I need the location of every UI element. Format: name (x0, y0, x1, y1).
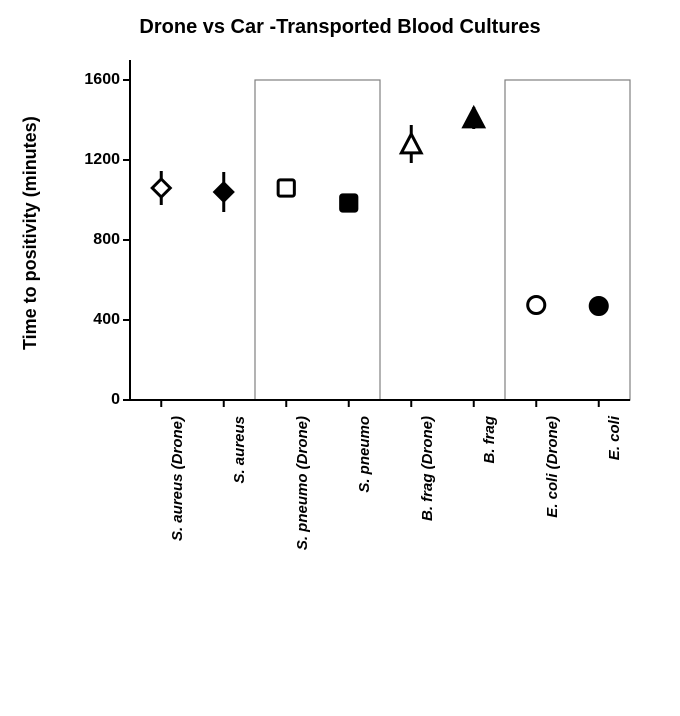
x-tick-label: S. aureus (Drone) (169, 416, 186, 716)
data-marker (215, 183, 233, 201)
data-marker (590, 297, 607, 314)
x-tick-label: B. frag (481, 416, 498, 716)
column-highlight-box (505, 80, 630, 400)
x-tick-label: S. aureus (231, 416, 248, 716)
x-tick-label: S. pneumo (356, 416, 373, 716)
y-tick-label: 800 (65, 231, 120, 249)
data-marker (528, 296, 545, 313)
data-marker (401, 134, 421, 153)
y-tick-label: 0 (65, 391, 120, 409)
x-tick-label: E. coli (606, 416, 623, 716)
y-tick-label: 400 (65, 311, 120, 329)
data-marker (278, 180, 294, 196)
x-tick-label: E. coli (Drone) (544, 416, 561, 716)
x-tick-label: S. pneumo (Drone) (294, 416, 311, 716)
data-marker (464, 108, 484, 127)
chart-plot (0, 0, 680, 420)
data-marker (341, 195, 357, 211)
x-tick-label: B. frag (Drone) (419, 416, 436, 716)
y-tick-label: 1600 (65, 71, 120, 89)
column-highlight-box (255, 80, 380, 400)
y-tick-label: 1200 (65, 151, 120, 169)
data-marker (152, 179, 170, 197)
